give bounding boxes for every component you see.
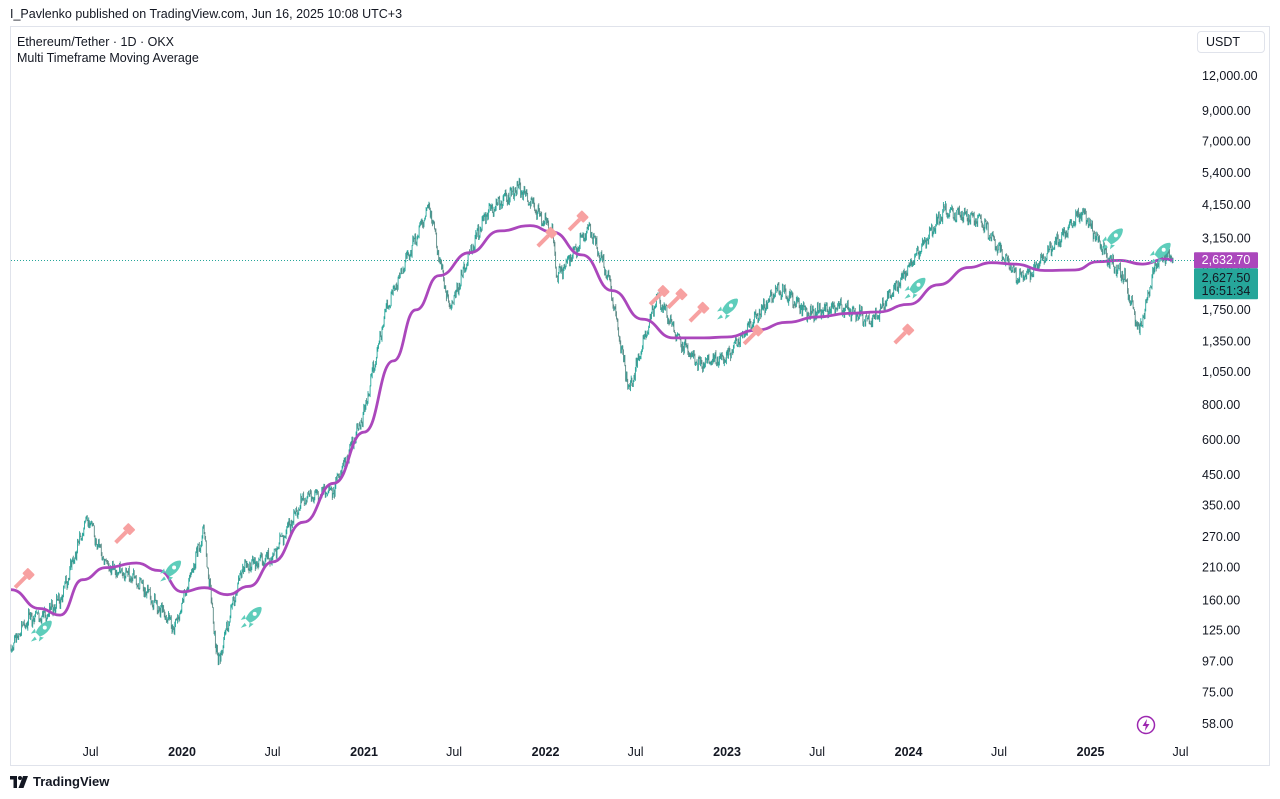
currency-button[interactable]: USDT: [1197, 31, 1265, 53]
y-tick-label: 9,000.00: [1202, 104, 1251, 118]
tradingview-logo-icon: [10, 775, 28, 788]
x-tick-label: Jul: [446, 745, 462, 759]
y-tick-label: 1,350.00: [1202, 334, 1251, 348]
x-tick-label: Jul: [83, 745, 99, 759]
publish-info: I_Pavlenko published on TradingView.com,…: [10, 7, 403, 21]
buy-rocket-icon: [240, 606, 262, 628]
y-tick-label: 1,050.00: [1202, 365, 1251, 379]
lightning-icon[interactable]: [1136, 715, 1156, 735]
y-tick-label: 210.00: [1202, 561, 1240, 575]
y-tick-label: 450.00: [1202, 468, 1240, 482]
ma-price-label-bg: [1194, 252, 1258, 269]
symbol-title[interactable]: Ethereum/Tether · 1D · OKX: [17, 35, 175, 49]
y-tick-label: 5,400.00: [1202, 166, 1251, 180]
buy-rocket-icon: [904, 277, 926, 299]
moving-average-line: [10, 224, 1174, 617]
x-tick-label: 2023: [713, 745, 741, 759]
buy-rocket-icon: [717, 298, 738, 320]
sell-hammer-icon: [893, 323, 915, 345]
chart-frame: [10, 26, 1270, 766]
sell-hammer-icon: [567, 210, 589, 232]
x-tick-label: Jul: [809, 745, 825, 759]
buy-rocket-icon: [30, 620, 52, 642]
footer-brand[interactable]: TradingView: [10, 774, 109, 789]
x-tick-label: Jul: [628, 745, 644, 759]
y-tick-label: 3,150.00: [1202, 231, 1251, 245]
y-tick-label: 58.00: [1202, 717, 1233, 731]
y-tick-label: 160.00: [1202, 594, 1240, 608]
ma-price-label: 2,632.70: [1202, 253, 1251, 267]
sell-hammer-icon: [688, 301, 710, 323]
x-tick-label: 2021: [350, 745, 378, 759]
buy-rocket-icon: [160, 560, 182, 582]
sell-hammer-icon: [13, 568, 35, 589]
x-tick-label: Jul: [991, 745, 1007, 759]
buy-rocket-icon: [1101, 228, 1123, 250]
y-tick-label: 7,000.00: [1202, 134, 1251, 148]
y-tick-label: 1,750.00: [1202, 303, 1251, 317]
x-tick-label: Jul: [265, 745, 281, 759]
x-tick-label: Jul: [1173, 745, 1189, 759]
y-tick-label: 125.00: [1202, 624, 1240, 638]
y-tick-label: 75.00: [1202, 686, 1233, 700]
countdown-label: 16:51:34: [1202, 284, 1251, 298]
x-tick-label: 2020: [168, 745, 196, 759]
last-price-label: 2,627.50: [1202, 271, 1251, 285]
sell-hammer-icon: [742, 324, 764, 346]
x-tick-label: 2025: [1077, 745, 1105, 759]
y-tick-label: 800.00: [1202, 398, 1240, 412]
last-price-label-bg: [1194, 268, 1258, 300]
x-tick-label: 2022: [532, 745, 560, 759]
indicator-title[interactable]: Multi Timeframe Moving Average: [17, 51, 199, 65]
brand-name: TradingView: [33, 774, 110, 789]
y-tick-label: 4,150.00: [1202, 198, 1251, 212]
buy-rocket-icon: [1149, 242, 1171, 264]
sell-hammer-icon: [648, 285, 670, 306]
y-tick-label: 97.00: [1202, 654, 1233, 668]
y-tick-label: 350.00: [1202, 498, 1240, 512]
sell-hammer-icon: [114, 523, 136, 544]
y-tick-label: 12,000.00: [1202, 69, 1258, 83]
y-tick-label: 600.00: [1202, 433, 1240, 447]
sell-hammer-icon: [666, 288, 688, 310]
sell-hammer-icon: [536, 226, 558, 248]
y-tick-label: 270.00: [1202, 530, 1240, 544]
x-tick-label: 2024: [895, 745, 923, 759]
chart-legend: Ethereum/Tether · 1D · OKX Multi Timefra…: [17, 34, 199, 66]
